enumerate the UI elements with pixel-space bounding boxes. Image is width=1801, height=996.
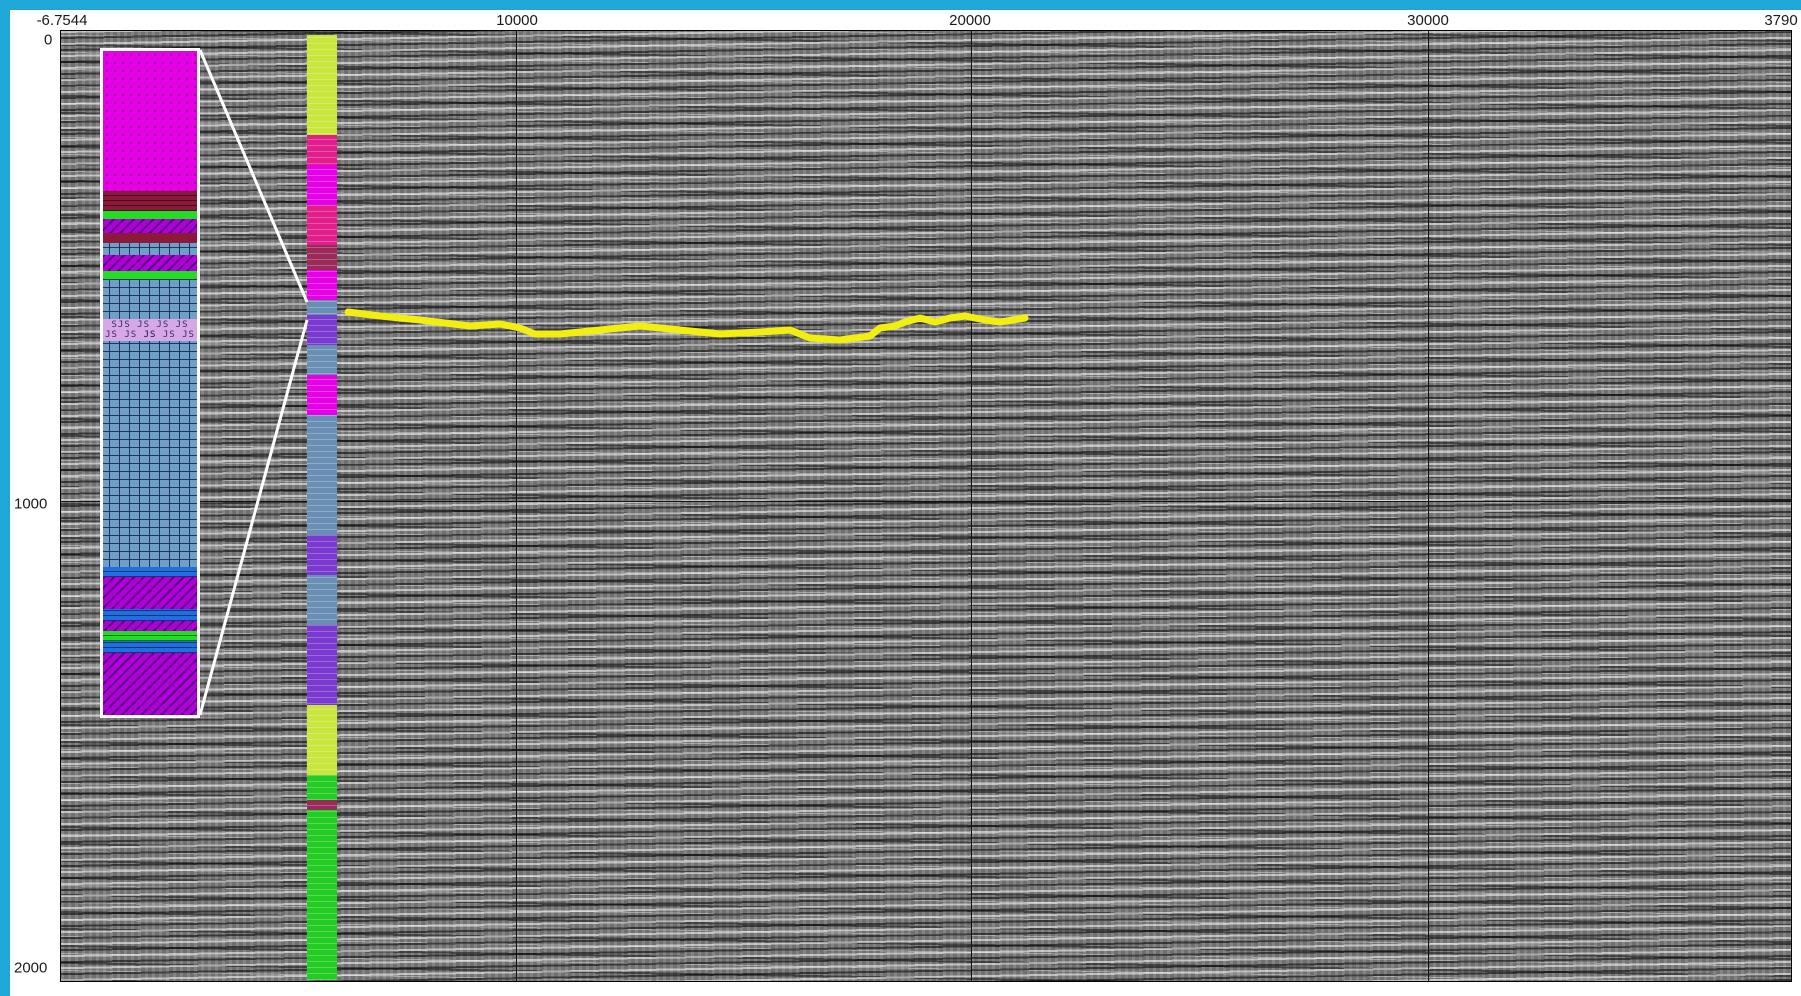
strat-layer-steel-2 bbox=[103, 279, 197, 319]
strat-layer-purple-3 bbox=[103, 577, 197, 609]
strat-layer-blue-1 bbox=[103, 567, 197, 577]
strat-layer-green-2 bbox=[103, 271, 197, 279]
strat-layer-green-3 bbox=[103, 631, 197, 641]
strat-layer-green-1 bbox=[103, 211, 197, 219]
y-tick-label-1000: 1000 bbox=[14, 495, 48, 513]
grid-line-x-30000 bbox=[1428, 31, 1429, 981]
x-tick-label-30000: 30000 bbox=[1407, 12, 1449, 29]
strat-sjs-label-2: JS JS JS JS JS bbox=[105, 330, 195, 340]
grid-line-x-20000 bbox=[971, 31, 972, 981]
strat-layer-purple-2 bbox=[103, 255, 197, 271]
strat-layer-steel-1 bbox=[103, 243, 197, 255]
strat-layer-magenta-top bbox=[103, 51, 197, 191]
strat-layer-blue-2 bbox=[103, 609, 197, 621]
x-tick-label-min: -6.7544 bbox=[36, 12, 88, 29]
strat-layer-blue-3 bbox=[103, 641, 197, 653]
stratigraphic-column: SJS JS JS JS JS JS JS JS JS JS bbox=[100, 48, 200, 718]
x-tick-label-20000: 20000 bbox=[949, 12, 991, 29]
strat-layer-dark-red bbox=[103, 191, 197, 211]
strat-layer-purple-bottom bbox=[103, 653, 197, 715]
well-log-strip bbox=[307, 35, 337, 980]
y-tick-label-0: 0 bbox=[44, 31, 53, 49]
x-tick-label-max: 3790 bbox=[1764, 12, 1798, 29]
y-tick-label-2000: 2000 bbox=[14, 959, 48, 977]
seismic-section bbox=[60, 30, 1792, 982]
strat-layer-purple-4 bbox=[103, 621, 197, 631]
strat-layer-steel-3 bbox=[103, 341, 197, 567]
grid-line-x-10000 bbox=[516, 31, 517, 981]
strat-sjs-label-1: SJS JS JS JS JS bbox=[111, 320, 189, 340]
strat-layer-purple-1 bbox=[103, 219, 197, 233]
strat-layer-lilac: SJS JS JS JS JS JS JS JS JS JS bbox=[103, 319, 197, 341]
grid-line-y-1000 bbox=[61, 501, 1791, 502]
strat-layer-dark-red-2 bbox=[103, 233, 197, 243]
x-tick-label-10000: 10000 bbox=[496, 12, 538, 29]
